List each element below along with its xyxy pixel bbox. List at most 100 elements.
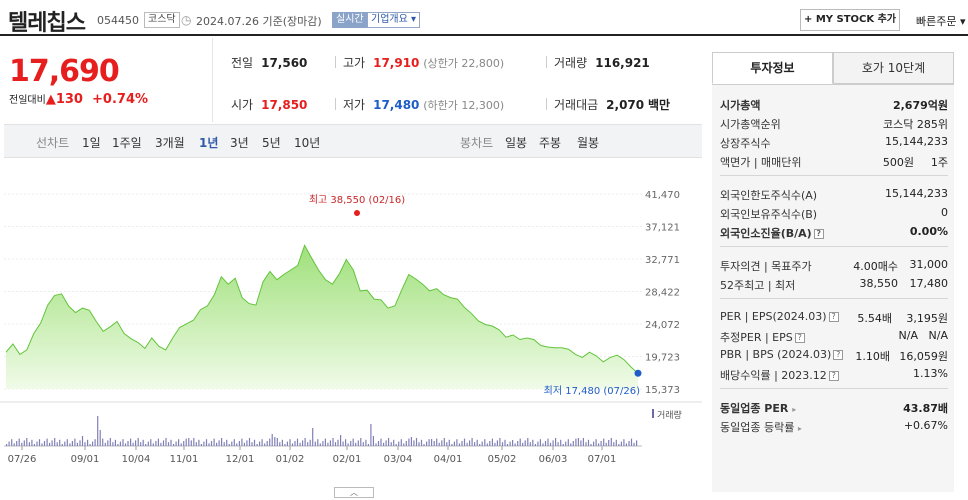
volume-bar	[119, 441, 121, 446]
volume-bar	[423, 444, 425, 446]
tab-orderbook[interactable]: 호가 10단계	[833, 52, 954, 84]
volume-bar	[332, 438, 334, 446]
tab-5y[interactable]: 5년	[262, 136, 281, 150]
volume-bar	[231, 441, 233, 446]
volume-bar	[615, 439, 617, 446]
low-price: 저가 17,480 (하한가 12,300)	[343, 98, 505, 112]
volume-bar	[59, 439, 61, 446]
tab-daily[interactable]: 일봉	[505, 136, 528, 150]
volume-bar	[291, 443, 294, 446]
volume-bar	[253, 439, 256, 446]
volume-bar	[426, 441, 428, 446]
volume-bar	[461, 441, 463, 446]
collapse-chart-button[interactable]: ︿	[334, 487, 374, 498]
y-tick-label: 37,121	[645, 223, 680, 234]
volume-bar	[41, 443, 43, 446]
volume-bar	[218, 440, 220, 446]
realtime-badge[interactable]: 실시간	[332, 12, 368, 28]
volume-bar	[81, 436, 84, 446]
volume-bar	[479, 444, 481, 446]
volume-bar	[413, 440, 415, 446]
corp-info-dropdown[interactable]: 기업개요 ▾	[367, 12, 421, 28]
volume-bar	[228, 444, 230, 446]
volume-bar	[625, 443, 627, 446]
tab-10y[interactable]: 10년	[294, 136, 321, 150]
help-icon[interactable]: ?	[813, 229, 824, 239]
volume-bar	[296, 438, 299, 446]
volume-bar	[476, 439, 478, 446]
volume-bar	[552, 440, 554, 446]
volume-bar	[299, 442, 301, 446]
diff-rate: +0.74%	[92, 92, 149, 107]
tab-monthly[interactable]: 월봉	[577, 136, 600, 150]
volume-bar	[97, 416, 99, 446]
volume-bar	[630, 438, 633, 446]
help-icon[interactable]: ?	[794, 333, 805, 343]
volume-bar	[499, 438, 501, 446]
volume-bar	[251, 442, 253, 446]
volume-bar	[400, 439, 402, 446]
tab-weekly[interactable]: 주봉	[539, 136, 562, 150]
volume-bar	[610, 438, 612, 446]
volume-bar	[537, 441, 539, 446]
volume-bar	[173, 444, 175, 446]
volume-bar	[471, 438, 473, 446]
volume-bar	[21, 442, 23, 446]
volume-bar	[147, 441, 149, 446]
volume-bar	[365, 439, 367, 446]
volume-bar	[33, 444, 35, 446]
x-tick-label: 06/03	[539, 454, 568, 465]
help-icon[interactable]: ?	[833, 350, 844, 360]
high-price: 고가 17,910 (상한가 22,800)	[343, 56, 505, 70]
volume-bar	[529, 442, 531, 446]
tab-1d[interactable]: 1일	[82, 136, 101, 150]
tab-3y[interactable]: 3년	[230, 136, 249, 150]
up-arrow-icon: ▲	[45, 92, 56, 107]
prev-close: 전일 17,560	[231, 56, 308, 70]
volume-bar	[329, 440, 331, 446]
x-tick-label: 10/04	[122, 454, 151, 465]
volume-bar	[451, 444, 453, 446]
help-icon[interactable]: ?	[828, 312, 839, 322]
volume-bar	[124, 443, 127, 446]
volume-bar	[236, 443, 238, 446]
tab-invest-info[interactable]: 투자정보	[712, 52, 833, 84]
tab-1w[interactable]: 1주일	[112, 136, 142, 150]
volume-bar	[628, 441, 630, 446]
volume-bar	[269, 438, 271, 446]
volume-bar	[241, 438, 243, 446]
tab-1y[interactable]: 1년	[199, 136, 219, 150]
volume-bar	[532, 439, 534, 446]
volume-bar	[367, 444, 369, 446]
volume-bar	[565, 441, 567, 446]
price-line	[5, 244, 639, 374]
volume-bar	[162, 440, 165, 446]
volume-bar	[484, 439, 486, 446]
volume-bar	[188, 438, 190, 446]
candle-chart-label: 봉차트	[460, 136, 494, 150]
volume-bar	[279, 442, 281, 446]
help-icon[interactable]: ?	[828, 371, 839, 381]
volume-bar	[418, 442, 420, 446]
y-tick-label: 28,422	[645, 288, 680, 299]
volume-bar	[469, 440, 471, 446]
volume-bar	[585, 442, 587, 446]
mystock-add-button[interactable]: + MY STOCK 추가	[800, 9, 900, 31]
volume-bar	[398, 441, 400, 446]
volume-bar	[11, 439, 13, 446]
volume-bar	[327, 442, 329, 446]
volume-bar	[408, 438, 410, 446]
volume-bar	[501, 442, 504, 446]
volume-bar	[200, 444, 202, 446]
volume-bar	[317, 439, 319, 446]
volume-bar	[377, 441, 380, 446]
tab-3m[interactable]: 3개월	[155, 136, 185, 150]
quick-order-link[interactable]: 빠른주문 ▾	[916, 15, 966, 28]
x-tick-label: 04/01	[434, 454, 463, 465]
volume-bar	[474, 442, 476, 446]
volume-bar	[372, 436, 374, 446]
volume-bar	[489, 441, 491, 446]
volume-bar	[481, 441, 483, 446]
low-marker	[634, 369, 642, 377]
volume-bar	[514, 443, 516, 446]
